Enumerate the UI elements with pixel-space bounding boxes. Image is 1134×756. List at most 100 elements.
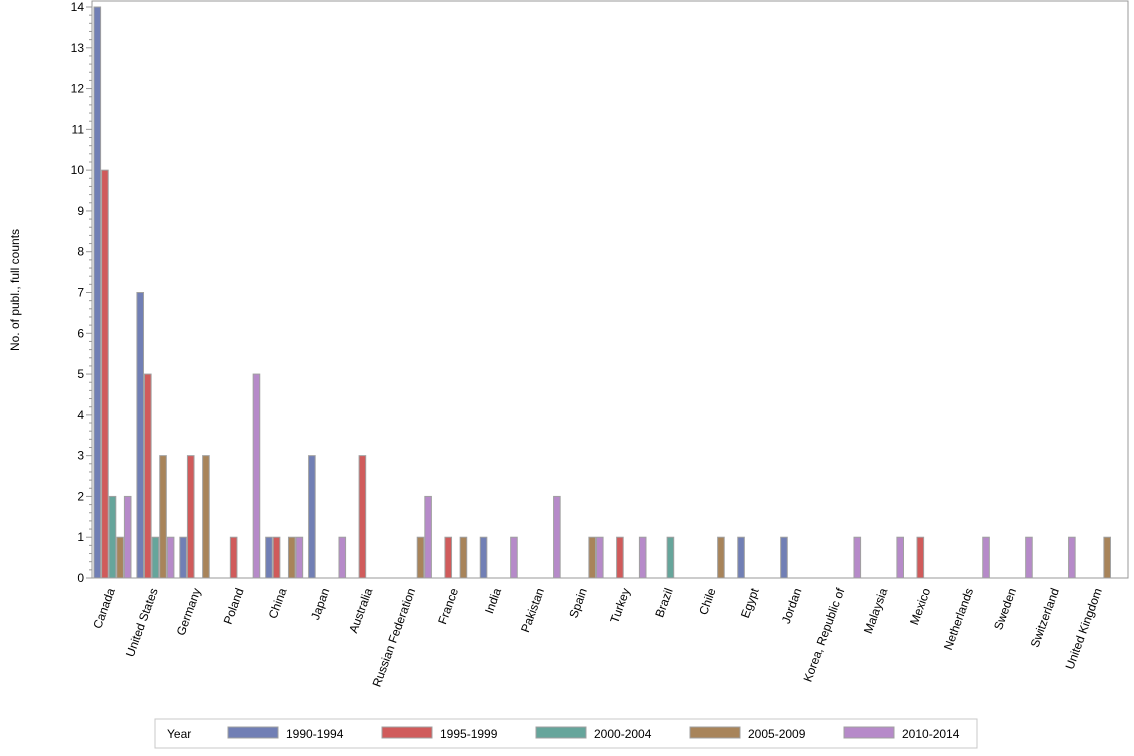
bar-group bbox=[717, 536, 725, 579]
bar-group bbox=[853, 536, 862, 579]
x-category-label: France bbox=[435, 586, 461, 626]
x-category-label: Egypt bbox=[738, 586, 762, 620]
legend-label: 1990-1994 bbox=[286, 727, 344, 741]
y-tick-label: 7 bbox=[77, 286, 84, 300]
bar bbox=[853, 536, 862, 579]
bar bbox=[144, 373, 152, 579]
bar-group bbox=[780, 536, 788, 579]
bar-group bbox=[616, 536, 647, 579]
bar bbox=[588, 536, 596, 579]
bar bbox=[202, 455, 210, 579]
y-tick-label: 13 bbox=[71, 41, 85, 55]
x-category-label: Brazil bbox=[652, 586, 675, 619]
bar bbox=[1025, 536, 1033, 579]
bar bbox=[553, 495, 561, 579]
bar-group bbox=[479, 536, 518, 579]
x-category-label: Switzerland bbox=[1028, 586, 1062, 649]
y-tick-label: 4 bbox=[77, 408, 84, 422]
bar-group bbox=[588, 536, 604, 579]
y-tick-label: 2 bbox=[77, 489, 84, 503]
x-category-label: Germany bbox=[174, 586, 204, 637]
bar-group bbox=[1068, 536, 1076, 579]
legend-swatch bbox=[381, 726, 433, 739]
x-category-label: Russian Federation bbox=[369, 586, 418, 689]
bar bbox=[252, 373, 261, 579]
legend-label: 2000-2004 bbox=[594, 727, 652, 741]
y-tick-label: 10 bbox=[71, 163, 85, 177]
y-tick-label: 9 bbox=[77, 204, 84, 218]
bar-group bbox=[553, 495, 561, 579]
bar bbox=[159, 455, 167, 579]
legend: Year 1990-1994 1995-1999 2000-2004 2005-2009… bbox=[154, 718, 978, 749]
bar bbox=[424, 495, 432, 579]
bar bbox=[272, 536, 281, 579]
bar bbox=[666, 536, 675, 579]
bar bbox=[479, 536, 488, 579]
bar-group bbox=[737, 536, 745, 579]
bar-group bbox=[916, 536, 925, 579]
legend-title: Year bbox=[167, 727, 191, 741]
bars bbox=[93, 6, 1111, 579]
bar bbox=[136, 292, 145, 579]
bar bbox=[166, 536, 175, 579]
bar bbox=[123, 495, 132, 579]
y-tick-label: 11 bbox=[72, 122, 85, 136]
x-category-label: Japan bbox=[308, 586, 332, 622]
bar bbox=[186, 455, 195, 579]
y-tick-label: 14 bbox=[71, 0, 85, 14]
bar bbox=[151, 536, 160, 579]
y-tick-label: 12 bbox=[71, 82, 85, 96]
legend-swatch bbox=[535, 726, 587, 739]
x-category-label: China bbox=[266, 586, 290, 621]
bar bbox=[308, 455, 316, 579]
bar-group bbox=[416, 495, 432, 579]
bar bbox=[1068, 536, 1076, 579]
y-tick-label: 6 bbox=[77, 326, 84, 340]
legend-swatch bbox=[689, 726, 741, 739]
legend-label: 2005-2009 bbox=[748, 727, 806, 741]
bar bbox=[638, 536, 647, 579]
legend-swatch bbox=[843, 726, 895, 739]
bar bbox=[295, 536, 304, 579]
bar bbox=[595, 536, 604, 579]
bar-group bbox=[982, 536, 990, 579]
bar bbox=[717, 536, 725, 579]
bar-group bbox=[666, 536, 675, 579]
bar-group bbox=[1103, 536, 1111, 579]
x-category-label: Malaysia bbox=[861, 586, 890, 636]
bar bbox=[444, 536, 453, 579]
x-category-label: India bbox=[482, 586, 504, 616]
bar bbox=[982, 536, 990, 579]
legend-label: 2010-2014 bbox=[902, 727, 960, 741]
bar bbox=[179, 536, 187, 579]
bar bbox=[416, 536, 425, 579]
bar bbox=[358, 455, 367, 579]
y-tick-label: 0 bbox=[77, 571, 84, 585]
x-category-label: Poland bbox=[221, 586, 247, 626]
bar bbox=[510, 536, 518, 579]
x-category-label: Turkey bbox=[607, 586, 633, 625]
bar-group bbox=[179, 455, 210, 579]
x-axis: Canada United States Germany Poland China Jap… bbox=[90, 586, 1105, 689]
bar-group bbox=[308, 455, 347, 579]
bar bbox=[338, 536, 347, 579]
bar bbox=[108, 495, 117, 579]
legend-swatch bbox=[227, 726, 279, 739]
bar bbox=[780, 536, 788, 579]
y-tick-label: 5 bbox=[77, 367, 84, 381]
bar bbox=[459, 536, 468, 579]
bar-group bbox=[896, 536, 905, 579]
bar-group bbox=[136, 292, 175, 579]
x-category-label: Korea, Republic of bbox=[800, 586, 847, 684]
x-category-label: Sweden bbox=[991, 586, 1019, 632]
bar bbox=[896, 536, 905, 579]
bar bbox=[101, 169, 109, 579]
bar bbox=[229, 536, 238, 579]
bar-group bbox=[358, 455, 367, 579]
x-category-label: Jordan bbox=[779, 586, 805, 625]
x-category-label: Netherlands bbox=[941, 586, 976, 652]
bar-group bbox=[265, 536, 304, 579]
x-category-label: United Kingdom bbox=[1063, 586, 1105, 671]
